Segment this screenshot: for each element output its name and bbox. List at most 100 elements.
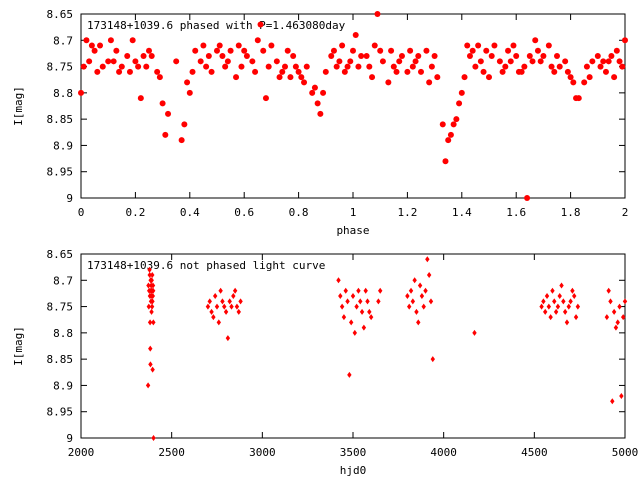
data-point [354,303,359,310]
data-point [341,68,348,75]
data-point [456,100,463,107]
data-point [208,68,215,75]
data-point [439,121,446,128]
data-point [149,277,154,284]
y-tick-label: 8.9 [53,139,73,152]
data-point [480,68,487,75]
data-point [227,298,232,305]
data-point [143,63,150,70]
data-point [510,42,517,49]
x-tick-label: 2 [622,206,629,219]
axis-ticks: 0 0.2 0.4 0.6 0.8 1 1.2 1.4 1.6 1.8 2 8.65 8.7 8.75 8.… [47,8,629,219]
y-tick-label: 9 [66,192,73,205]
data-point [268,42,275,49]
data-point [236,308,241,315]
data-point [505,47,512,54]
data-point [405,293,410,300]
data-point [189,68,196,75]
data-point [540,53,547,60]
y-axis-label: I[mag] [12,86,25,126]
data-point [220,298,225,305]
data-point [147,272,152,279]
data-point [378,287,383,294]
x-tick-label: 1 [350,206,357,219]
data-point [453,116,460,123]
data-point [219,53,226,60]
data-point [224,58,231,65]
x-tick-label: 2500 [158,446,185,459]
data-point [570,287,575,294]
data-point [118,63,125,70]
x-tick-label: 3000 [249,446,276,459]
data-point [548,63,555,70]
data-point [564,319,570,326]
data-point [551,68,558,75]
data-point [414,308,419,315]
data-point [611,308,617,315]
data-point [200,42,207,49]
data-point [562,58,569,65]
data-point [412,58,419,65]
y-tick-label: 8.75 [47,61,74,74]
x-axis-label: phase [336,224,369,237]
data-point [622,298,628,305]
data-point [404,68,411,75]
data-point [361,324,367,331]
data-point [148,361,153,368]
data-point [407,303,412,310]
data-point [570,79,577,86]
data-point [216,42,223,49]
data-point [418,68,424,75]
data-point [605,58,612,65]
data-point [243,53,250,60]
data-point [150,298,155,305]
data-point [276,74,283,81]
y-tick-label: 8.95 [47,406,74,419]
data-point [589,58,596,65]
plot-frame [80,253,626,439]
data-point [555,303,561,310]
data-point [472,63,479,70]
data-point [543,308,548,315]
data-point [417,282,423,289]
data-point [606,287,611,294]
data-point [363,53,370,60]
chart-title: 173148+1039.6 not phased light curve [87,259,325,272]
data-point [356,287,361,294]
y-tick-label: 8.85 [47,113,74,126]
data-point [184,79,191,86]
data-point [491,42,498,49]
data-point [496,58,503,65]
data-point [477,58,484,65]
data-point [301,79,308,86]
data-point [521,63,528,70]
data-point [197,58,204,65]
data-point [619,392,624,399]
data-point [350,47,356,54]
data-point [80,63,87,70]
data-point [214,47,220,54]
data-points [145,256,628,441]
data-point [298,74,305,81]
data-point [105,58,112,65]
data-point [227,47,234,54]
data-point [368,314,374,321]
data-point [86,58,93,65]
data-point [410,298,416,305]
data-point [260,47,267,54]
data-point [328,53,335,60]
data-point [475,42,482,49]
data-point [575,303,581,310]
y-tick-label: 8.75 [47,301,74,314]
data-point [442,158,449,165]
data-point [617,303,622,310]
data-point [350,293,356,300]
data-point [225,335,231,342]
data-point [265,63,272,70]
data-point [445,137,452,144]
data-point [333,63,340,70]
data-point [209,308,214,315]
x-tick-label: 0.6 [234,206,254,219]
data-point [211,314,216,321]
